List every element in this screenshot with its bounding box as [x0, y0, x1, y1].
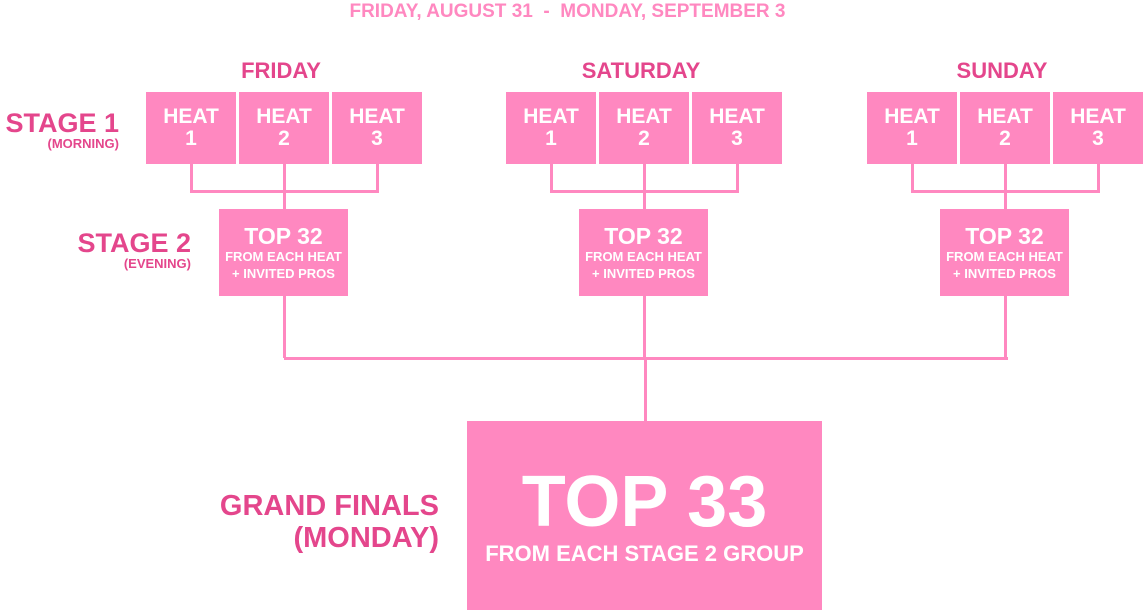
heat-box: HEAT 1 — [146, 92, 236, 164]
connector-line — [643, 296, 646, 358]
heat-box: HEAT 1 — [867, 92, 957, 164]
connector-line — [1004, 164, 1007, 193]
heat-box: HEAT 2 — [599, 92, 689, 164]
stage2-box: TOP 32 FROM EACH HEAT + INVITED PROS — [219, 209, 348, 296]
heat-box: HEAT 3 — [332, 92, 422, 164]
connector-line — [376, 164, 379, 193]
connector-line — [283, 164, 286, 193]
connector-line — [911, 164, 914, 193]
stage1-label: STAGE 1 (MORNING) — [5, 108, 119, 151]
day-label: SATURDAY — [581, 58, 701, 83]
stage2-box: TOP 32 FROM EACH HEAT + INVITED PROS — [940, 209, 1069, 296]
heat-box: HEAT 1 — [506, 92, 596, 164]
connector-line — [736, 164, 739, 193]
day-label: SUNDAY — [956, 58, 1048, 83]
connector-line — [643, 190, 646, 209]
connector-line — [643, 164, 646, 193]
heat-box: HEAT 2 — [239, 92, 329, 164]
connector-line — [283, 296, 286, 358]
day-label: FRIDAY — [241, 58, 321, 83]
connector-line — [644, 358, 647, 421]
grand-finals-label: GRAND FINALS (MONDAY) — [219, 490, 439, 554]
connector-line — [1004, 190, 1007, 209]
connector-line — [1097, 164, 1100, 193]
heat-box: HEAT 2 — [960, 92, 1050, 164]
connector-line — [190, 164, 193, 193]
connector-line — [1004, 296, 1007, 358]
heat-box: HEAT 3 — [692, 92, 782, 164]
stage2-label: STAGE 2 (EVENING) — [77, 228, 191, 271]
stage2-box: TOP 32 FROM EACH HEAT + INVITED PROS — [579, 209, 708, 296]
heat-box: HEAT 3 — [1053, 92, 1143, 164]
connector-line — [550, 164, 553, 193]
grand-finals-box: TOP 33 FROM EACH STAGE 2 GROUP — [467, 421, 822, 610]
connector-line — [283, 190, 286, 209]
date-range-title: FRIDAY, AUGUST 31 - MONDAY, SEPTEMBER 3 — [349, 1, 786, 22]
